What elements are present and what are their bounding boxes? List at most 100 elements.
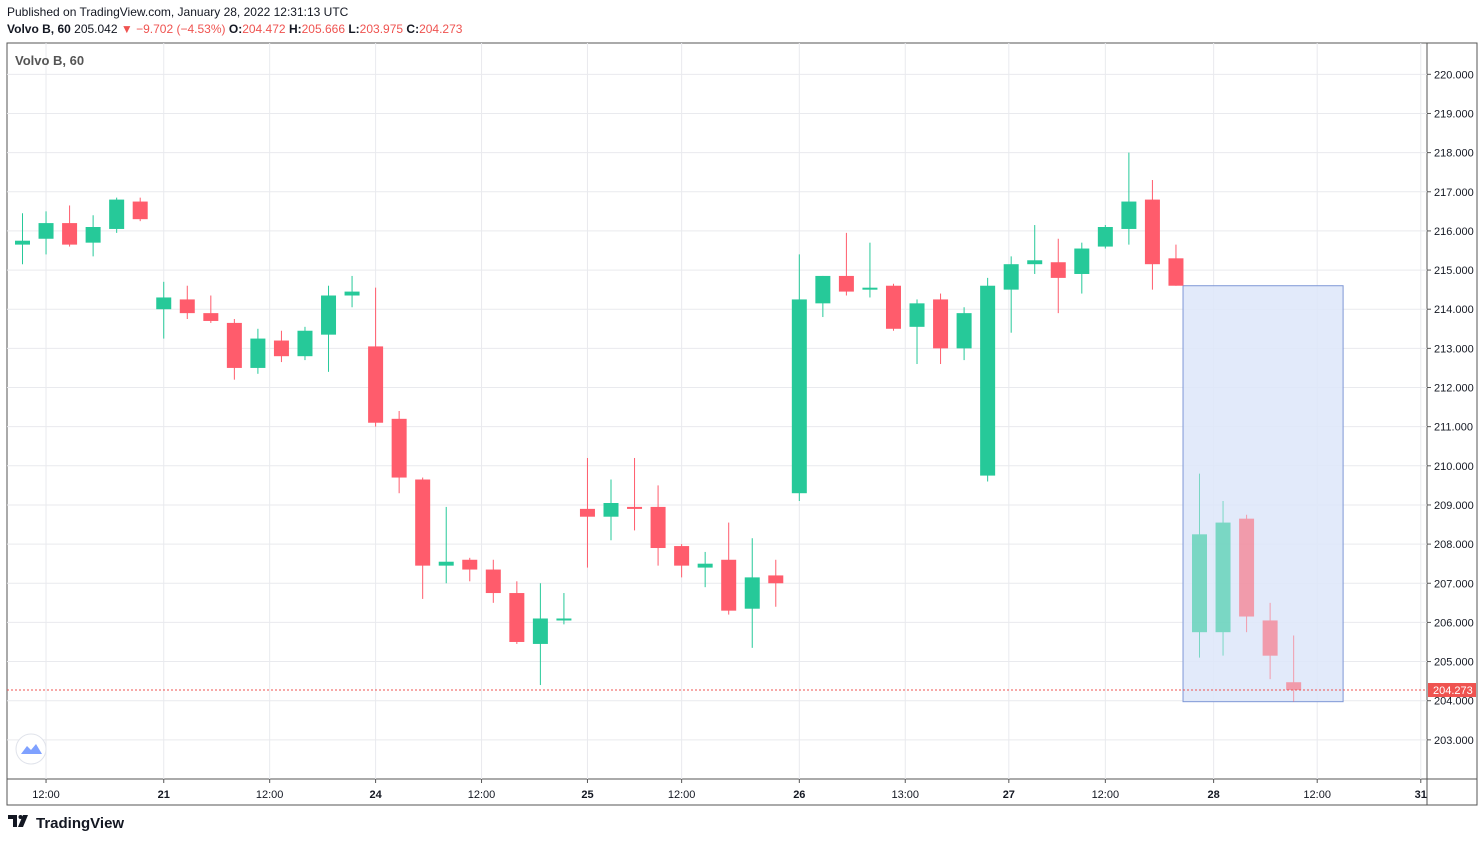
candle bbox=[109, 197, 125, 233]
candle-body bbox=[1121, 201, 1137, 229]
candle bbox=[1027, 225, 1043, 274]
candle bbox=[250, 328, 266, 374]
candle bbox=[768, 559, 784, 607]
y-tick-label: 204.000 bbox=[1434, 696, 1474, 708]
y-tick-label: 207.000 bbox=[1434, 578, 1474, 590]
x-tick-label: 24 bbox=[369, 789, 382, 801]
candle-body bbox=[933, 299, 949, 349]
candle-body bbox=[226, 322, 242, 368]
candle-body bbox=[15, 240, 30, 245]
candle-body bbox=[273, 340, 289, 357]
candle bbox=[62, 205, 78, 247]
candle-body bbox=[579, 508, 595, 517]
candle-body bbox=[438, 561, 454, 566]
candle-body bbox=[485, 569, 501, 594]
candle bbox=[1168, 244, 1184, 286]
candle-body bbox=[815, 275, 831, 304]
x-tick-label: 28 bbox=[1207, 789, 1219, 801]
candle bbox=[509, 581, 525, 644]
candle bbox=[462, 557, 478, 582]
candle bbox=[1097, 225, 1113, 249]
candle bbox=[297, 326, 313, 361]
candle bbox=[85, 215, 101, 257]
candle-body bbox=[415, 479, 431, 566]
high-value: 205.666 bbox=[301, 22, 345, 36]
candle bbox=[532, 583, 548, 686]
x-tick-label: 12:00 bbox=[32, 789, 60, 801]
candle-body bbox=[909, 303, 925, 327]
x-tick-label: 25 bbox=[581, 789, 593, 801]
last-price: 205.042 bbox=[74, 22, 118, 36]
candle bbox=[226, 319, 242, 380]
candle bbox=[1262, 602, 1278, 680]
candle bbox=[862, 242, 878, 298]
watermark-mark bbox=[21, 744, 42, 754]
candle-body bbox=[1168, 258, 1184, 286]
y-tick-label: 218.000 bbox=[1434, 148, 1474, 160]
candle-body bbox=[1097, 227, 1113, 247]
candle bbox=[1074, 242, 1090, 294]
x-tick-label: 21 bbox=[158, 789, 170, 801]
candle-body bbox=[85, 227, 101, 243]
candle-body bbox=[1215, 522, 1231, 633]
tradingview-brand[interactable]: TradingView bbox=[8, 814, 124, 832]
candle bbox=[1192, 473, 1207, 658]
current-price-tag bbox=[1428, 683, 1476, 698]
y-tick-label: 214.000 bbox=[1434, 304, 1474, 316]
tradingview-cloud-icon bbox=[15, 733, 47, 765]
low-label: L: bbox=[348, 22, 360, 36]
x-tick-label: 12:00 bbox=[668, 789, 696, 801]
candle bbox=[485, 559, 501, 603]
candle-body bbox=[1050, 262, 1066, 278]
x-tick-label: 26 bbox=[793, 789, 805, 801]
close-value: 204.273 bbox=[419, 22, 463, 36]
candle bbox=[321, 285, 337, 372]
candle bbox=[1050, 238, 1066, 314]
candle-body bbox=[1286, 682, 1302, 691]
y-tick-label: 205.000 bbox=[1434, 657, 1474, 669]
candle-body bbox=[321, 295, 337, 335]
y-tick-label: 216.000 bbox=[1434, 226, 1474, 238]
candle-body bbox=[344, 291, 360, 296]
candle bbox=[156, 281, 172, 339]
candle-body bbox=[156, 297, 172, 310]
candle-body bbox=[862, 287, 878, 290]
candle-body bbox=[980, 285, 996, 476]
candle bbox=[556, 593, 572, 625]
candle bbox=[1286, 635, 1302, 702]
candle bbox=[791, 254, 807, 502]
candle bbox=[650, 485, 666, 566]
symbol-interval: Volvo B, 60 bbox=[7, 22, 71, 36]
candle bbox=[415, 477, 431, 599]
y-tick-label: 212.000 bbox=[1434, 383, 1474, 395]
candle-body bbox=[179, 299, 195, 314]
candle bbox=[815, 275, 831, 318]
candle-body bbox=[556, 618, 572, 621]
low-value: 203.975 bbox=[359, 22, 404, 36]
candle bbox=[1215, 501, 1231, 656]
y-tick-label: 215.000 bbox=[1434, 265, 1474, 277]
y-tick-label: 206.000 bbox=[1434, 617, 1474, 629]
y-tick-label: 217.000 bbox=[1434, 187, 1474, 199]
candle bbox=[579, 457, 595, 568]
close-label: C: bbox=[406, 22, 420, 36]
candle bbox=[674, 544, 690, 578]
open-value: 204.472 bbox=[242, 22, 286, 36]
candle bbox=[980, 277, 996, 482]
candle-body bbox=[1027, 260, 1043, 265]
candle-body bbox=[38, 223, 54, 239]
candle bbox=[603, 479, 619, 541]
y-tick-label: 213.000 bbox=[1434, 343, 1474, 355]
y-tick-label: 209.000 bbox=[1434, 500, 1474, 512]
candle bbox=[956, 307, 972, 361]
x-tick-label: 12:00 bbox=[1303, 789, 1331, 801]
candle-body bbox=[1262, 620, 1278, 656]
x-tick-label: 12:00 bbox=[256, 789, 284, 801]
candle bbox=[344, 275, 360, 308]
brand-name: TradingView bbox=[36, 815, 125, 832]
candle-body bbox=[744, 577, 760, 609]
x-tick-label: 27 bbox=[1003, 789, 1015, 801]
published-caption: Published on TradingView.com, January 28… bbox=[7, 5, 349, 19]
candle bbox=[368, 287, 384, 427]
